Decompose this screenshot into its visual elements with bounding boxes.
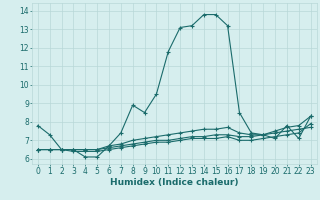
X-axis label: Humidex (Indice chaleur): Humidex (Indice chaleur) [110,178,238,187]
